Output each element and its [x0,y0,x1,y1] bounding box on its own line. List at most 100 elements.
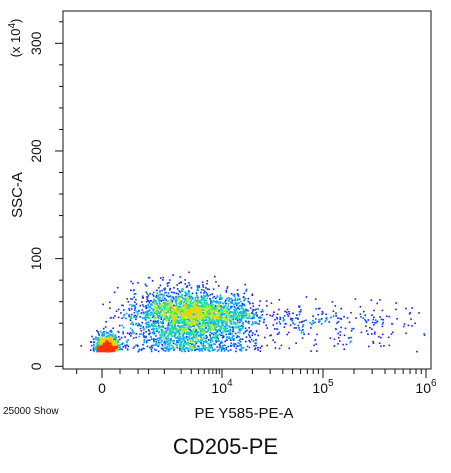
event-dot [245,349,247,351]
event-dot [150,307,153,310]
event-dot [234,298,237,300]
event-dot [380,336,382,339]
event-dot [231,337,233,339]
event-dot [178,343,181,346]
event-dot [185,327,187,329]
event-dot [186,331,188,333]
event-dot [190,305,193,307]
event-dot [160,277,162,279]
event-dot [196,323,199,325]
event-dot [213,307,216,310]
event-dot [177,341,180,344]
event-dot [295,327,297,329]
event-dot [229,326,231,328]
event-dot [163,347,166,349]
event-dot [159,337,162,339]
event-dot [164,297,166,300]
event-dot [243,311,245,314]
event-dot [185,321,188,324]
event-dot [172,321,174,324]
event-dot [185,329,187,332]
event-dot [209,319,211,321]
event-dot [207,330,209,332]
event-dot [105,340,108,343]
event-dot [252,332,254,334]
event-dot [106,331,109,334]
event-dot [135,322,138,325]
event-dot [207,316,210,318]
event-dot [244,327,247,330]
event-dot [337,320,340,323]
event-dot [391,322,393,325]
event-dot [174,298,176,301]
event-dot [339,331,342,333]
event-dot [228,317,231,319]
event-dot [261,309,263,311]
event-dot [197,302,199,304]
event-dot [185,306,187,308]
event-dot [189,301,191,303]
event-dot [154,310,156,312]
event-dot [165,348,168,351]
event-dot [248,331,251,333]
figure-caption: CD205-PE [172,434,279,459]
event-dot [195,322,197,324]
event-dot [143,340,146,343]
event-dot [141,301,143,303]
event-dot [227,345,230,348]
event-dot [121,317,123,320]
event-dot [224,320,226,322]
event-dot [187,298,189,300]
event-dot [146,311,149,314]
event-dot [283,315,286,317]
event-dot [200,340,202,343]
event-dot [198,312,201,314]
event-dot [248,346,251,349]
event-dot [113,335,116,338]
event-dot [176,336,178,339]
event-dot [205,337,207,340]
event-dot [184,283,187,285]
event-dot [248,312,251,315]
event-dot [197,307,200,309]
event-dot [315,343,317,345]
event-dot [198,347,201,350]
event-dot [119,348,122,351]
event-dot [210,305,213,308]
event-dot [161,339,163,342]
event-dot [214,275,216,278]
event-dot [286,313,289,316]
event-dot [174,343,176,345]
event-dot [252,313,255,316]
event-dot [205,287,207,289]
event-dot [165,291,167,294]
event-dot [130,308,133,310]
event-dot [373,316,375,319]
event-dot [237,305,240,308]
event-dot [243,317,245,319]
event-dot [207,304,210,307]
event-dot [157,337,160,340]
event-dot [218,314,220,317]
event-dot [245,288,248,291]
event-dot [203,338,205,340]
event-dot [234,318,237,320]
event-dot [259,347,262,349]
event-dot [157,307,159,309]
event-dot [105,331,108,333]
event-dot [207,311,209,313]
event-dot [186,321,189,323]
event-dot [352,328,355,330]
event-dot [203,321,206,323]
event-dot [169,323,172,326]
event-dot [383,345,385,347]
event-dot [155,326,158,328]
event-dot [212,297,214,299]
event-dot [182,346,184,348]
event-dot [197,305,199,307]
event-dot [115,340,117,343]
event-dot [221,341,224,344]
event-dot [241,338,244,341]
event-dot [178,334,180,336]
event-dot [109,340,112,343]
